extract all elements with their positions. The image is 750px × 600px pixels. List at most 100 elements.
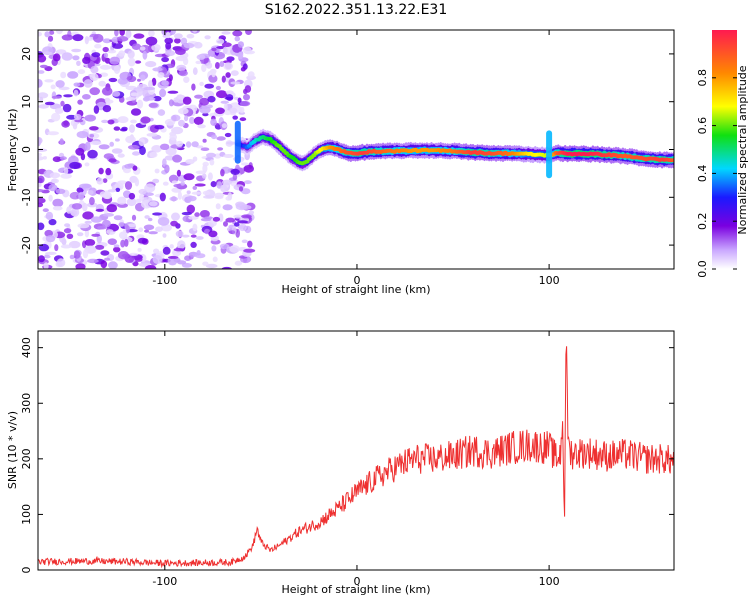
noise-speckle [67,71,79,79]
noise-speckle [102,105,112,113]
noise-speckle [180,181,185,186]
noise-speckle [56,30,63,35]
noise-speckle [69,161,81,170]
noise-speckle [50,178,60,184]
noise-speckle [138,188,147,195]
noise-speckle [219,243,230,250]
ridge-spike [546,130,553,179]
noise-speckle [180,37,188,45]
noise-speckle [230,168,240,175]
noise-speckle [113,246,121,253]
noise-speckle [38,137,42,146]
noise-speckle [215,203,221,210]
noise-speckle [165,31,171,39]
noise-speckle [240,66,246,72]
noise-speckle [162,233,167,238]
noise-speckle [191,191,202,195]
noise-speckle [56,258,66,268]
noise-speckle [202,138,207,143]
noise-speckle [220,100,229,104]
noise-speckle [212,216,221,222]
noise-speckle [145,61,157,68]
snr-series-line [38,346,674,569]
noise-speckle [201,63,207,73]
noise-speckle [127,223,137,228]
noise-speckle [77,69,86,75]
y-tick-label: 100 [20,504,33,525]
noise-speckle [152,178,160,184]
noise-speckle [193,116,204,125]
noise-speckle [186,190,191,195]
noise-speckle [219,61,225,67]
noise-speckle [64,223,71,228]
noise-speckle [75,263,86,269]
x-tick-label: -100 [152,274,177,287]
noise-speckle [241,188,251,195]
noise-speckle [142,96,150,102]
noise-speckle [226,141,238,145]
noise-speckle [169,244,174,249]
noise-speckle [95,208,105,212]
noise-speckle [92,33,104,43]
noise-speckle [103,153,114,160]
noise-speckle [143,224,155,231]
noise-speckle [45,235,56,243]
noise-speckle [241,214,252,219]
spectrogram-y-ticks: -20 -10 0 10 20 [20,47,674,254]
noise-speckle [243,164,254,173]
noise-speckle [87,190,94,195]
noise-speckle [243,248,256,253]
noise-speckle [104,257,111,261]
noise-speckle [100,260,108,269]
y-tick-label: 20 [20,47,33,61]
noise-speckle [114,30,119,37]
noise-speckle [140,74,146,81]
noise-speckle [175,230,184,237]
noise-speckle [225,217,235,223]
noise-speckle [194,94,203,99]
noise-speckle [162,181,169,186]
noise-speckle [228,230,236,235]
noise-speckle [94,43,102,49]
noise-speckle [49,172,61,179]
noise-speckle [168,99,174,107]
noise-speckle [107,119,115,125]
noise-speckle [82,202,88,212]
noise-speckle [151,77,157,86]
noise-speckle [174,33,183,39]
y-tick-label: 10 [20,95,33,109]
noise-speckle [38,54,47,63]
ridge-spike [234,120,241,164]
x-tick-label: 0 [353,274,360,287]
noise-speckle [247,71,255,78]
colorbar-ticks: 0.0 0.2 0.4 0.6 0.8 [696,69,737,278]
noise-speckle [101,219,111,228]
noise-speckle [107,189,117,193]
noise-speckle [169,196,178,202]
noise-speckle [230,81,241,85]
noise-speckle [216,90,228,99]
noise-speckle [208,74,218,83]
noise-speckle [76,131,89,139]
noise-speckle [38,92,49,99]
noise-speckle [73,250,81,259]
snr-plot-area [38,331,674,570]
noise-speckle [211,69,216,78]
noise-speckle [152,212,163,216]
noise-speckle [89,87,100,96]
noise-speckle [205,263,218,269]
noise-speckle [225,72,231,78]
noise-speckle [113,244,120,248]
noise-speckle [72,34,84,42]
noise-speckle [202,161,209,167]
noise-speckle [136,99,144,109]
noise-speckle [164,118,176,126]
noise-speckle [151,145,162,153]
noise-speckle [134,178,140,187]
noise-speckle [224,132,232,138]
noise-speckle [61,52,73,61]
noise-speckle [154,125,165,130]
y-tick-label: -10 [20,188,33,206]
noise-speckle [66,114,77,120]
noise-speckle [131,214,137,221]
